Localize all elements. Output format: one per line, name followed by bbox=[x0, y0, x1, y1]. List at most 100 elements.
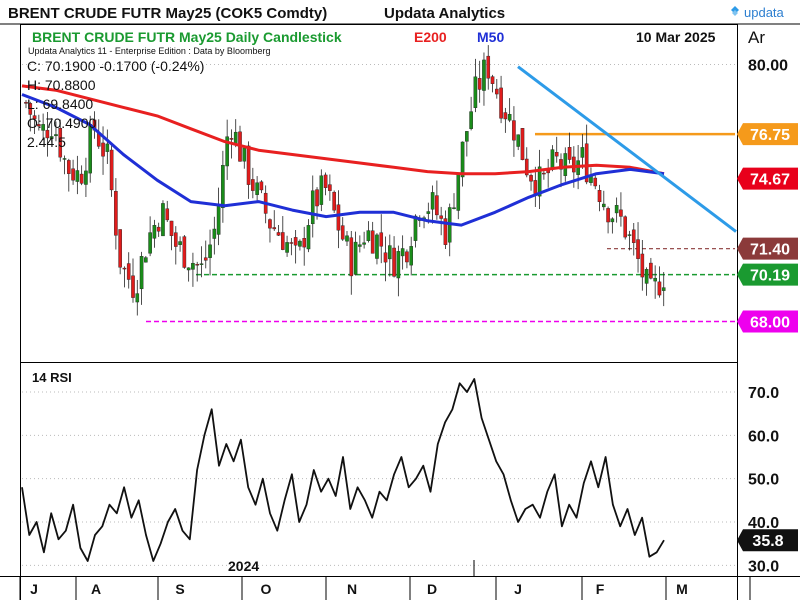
candle-body bbox=[169, 220, 174, 236]
candle-body bbox=[302, 238, 307, 248]
candle-body bbox=[512, 120, 516, 141]
readout-high: H: 70.8800 bbox=[27, 77, 96, 93]
candle-body bbox=[619, 209, 623, 217]
candle-body bbox=[131, 275, 135, 298]
rsi-panel bbox=[20, 362, 738, 577]
candle-body bbox=[45, 129, 50, 139]
candle-body bbox=[383, 252, 388, 263]
candle-body bbox=[610, 218, 615, 223]
candle-body bbox=[388, 245, 392, 260]
candle-body bbox=[135, 293, 140, 303]
candle-body bbox=[281, 232, 285, 250]
candle-body bbox=[298, 240, 302, 247]
candle-body bbox=[152, 225, 157, 239]
rsi-tick-label: 50.0 bbox=[748, 472, 779, 489]
level-71-40-label: 71.40 bbox=[750, 242, 790, 259]
candle-body bbox=[542, 172, 546, 175]
month-label: F bbox=[596, 581, 605, 597]
updata-logo-icon bbox=[731, 6, 739, 16]
candle-body bbox=[66, 160, 71, 174]
candle-body bbox=[126, 263, 131, 280]
candle-body bbox=[310, 190, 315, 225]
chart-date: 10 Mar 2025 bbox=[636, 29, 716, 45]
candle-body bbox=[182, 236, 187, 268]
candle-body bbox=[503, 112, 508, 120]
candle-body bbox=[460, 141, 465, 178]
candle-body bbox=[165, 208, 170, 221]
candle-body bbox=[336, 204, 341, 231]
ohlc-readout: C: 70.1900 -0.1700 (-0.24%) H: 70.8800 L… bbox=[27, 58, 204, 150]
readout-close: C: 70.1900 -0.1700 (-0.24%) bbox=[27, 58, 204, 74]
level-70-19-label: 70.19 bbox=[750, 268, 790, 285]
candle-body bbox=[122, 267, 127, 270]
e200-line bbox=[21, 84, 665, 176]
candle-body bbox=[229, 138, 234, 140]
candle-body bbox=[456, 174, 461, 211]
rsi-tick-label: 70.0 bbox=[748, 385, 779, 402]
month-label: D bbox=[427, 581, 437, 597]
level-70-19-badge bbox=[737, 263, 798, 286]
rsi-line bbox=[21, 378, 665, 562]
candle-body bbox=[580, 147, 585, 158]
price-tick-label: 80.00 bbox=[748, 58, 788, 75]
candle-body bbox=[195, 263, 200, 266]
candle-body bbox=[323, 174, 328, 188]
candle-body bbox=[285, 242, 289, 253]
month-label: J bbox=[30, 581, 38, 597]
candle-body bbox=[593, 177, 598, 187]
candle-body bbox=[443, 218, 448, 245]
candle-body bbox=[251, 179, 255, 191]
candle-body bbox=[465, 131, 469, 142]
rsi-last-label: 35.8 bbox=[752, 533, 783, 550]
legend-e200: E200 bbox=[414, 29, 447, 45]
candle-body bbox=[537, 166, 542, 197]
candle-body bbox=[379, 232, 384, 247]
candle-body bbox=[84, 170, 88, 185]
candle-body bbox=[495, 88, 499, 95]
candle-body bbox=[41, 124, 45, 131]
candle-body bbox=[636, 239, 640, 259]
candle-body bbox=[306, 225, 311, 250]
candle-body bbox=[606, 208, 610, 223]
candle-body bbox=[24, 102, 28, 104]
trendline bbox=[517, 65, 737, 233]
candle-body bbox=[216, 206, 221, 235]
level-76-75-badge bbox=[737, 123, 798, 146]
month-label: J bbox=[514, 581, 522, 597]
readout-partial: 2.44.5 bbox=[27, 134, 66, 150]
candle-body bbox=[653, 277, 657, 282]
candle-body bbox=[161, 203, 165, 237]
candle-body bbox=[32, 115, 37, 120]
legend-m50: M50 bbox=[477, 29, 504, 45]
rsi-last-badge bbox=[737, 529, 798, 552]
candle-body bbox=[550, 149, 555, 169]
edition-label: Updata Analytics 11 - Enterprise Edition… bbox=[28, 46, 270, 56]
candle-body bbox=[469, 111, 473, 129]
candle-body bbox=[520, 128, 525, 161]
chart-title: BRENT CRUDE FUTR May25 (COK5 Comdty) bbox=[8, 5, 327, 22]
level-76-75-label: 76.75 bbox=[750, 127, 790, 144]
candle-body bbox=[28, 103, 33, 115]
candle-body bbox=[490, 76, 495, 84]
candle-body bbox=[118, 229, 122, 268]
candle-body bbox=[362, 242, 366, 245]
candle-body bbox=[272, 227, 277, 230]
level-71-40-badge bbox=[737, 237, 798, 260]
candle-body bbox=[233, 131, 238, 145]
candle-body bbox=[276, 232, 281, 236]
candle-body bbox=[623, 216, 627, 238]
candle-body bbox=[345, 235, 349, 242]
header-bar bbox=[0, 0, 800, 24]
candle-body bbox=[392, 247, 396, 277]
candle-body bbox=[657, 281, 662, 296]
candle-body bbox=[208, 244, 212, 258]
candle-body bbox=[349, 237, 354, 277]
candle-body bbox=[259, 181, 264, 191]
candle-body bbox=[101, 142, 105, 157]
candle-body bbox=[105, 143, 110, 152]
candle-body bbox=[319, 175, 324, 205]
candle-body bbox=[486, 55, 491, 79]
candle-body bbox=[221, 165, 225, 208]
candle-body bbox=[400, 248, 405, 257]
candle-body bbox=[524, 158, 529, 176]
